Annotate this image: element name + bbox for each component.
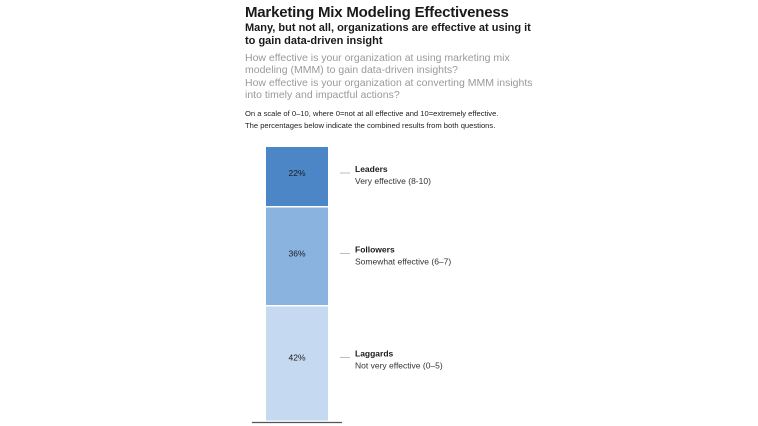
- value-label-laggards: 42%: [288, 353, 305, 363]
- category-description-followers: Somewhat effective (6–7): [355, 257, 451, 267]
- survey-question-1: How effective is your organization at us…: [245, 52, 510, 76]
- category-name-leaders: Leaders: [355, 164, 388, 174]
- chart-subtitle: Many, but not all, organizations are eff…: [245, 22, 531, 47]
- category-name-laggards: Laggards: [355, 349, 394, 359]
- percentages-note: The percentages below indicate the combi…: [245, 121, 496, 130]
- survey-question-2: How effective is your organization at co…: [245, 77, 533, 101]
- bar-segment-followers: [266, 207, 328, 305]
- value-label-followers: 36%: [288, 249, 305, 259]
- category-description-leaders: Very effective (8-10): [355, 176, 431, 186]
- value-label-leaders: 22%: [288, 168, 305, 178]
- bar-segment-leaders: [266, 147, 328, 206]
- bar-segment-laggards: [266, 306, 328, 421]
- chart-title: Marketing Mix Modeling Effectiveness: [245, 4, 509, 21]
- category-description-laggards: Not very effective (0–5): [355, 361, 443, 371]
- scale-note: On a scale of 0–10, where 0=not at all e…: [245, 109, 499, 118]
- category-name-followers: Followers: [355, 245, 395, 255]
